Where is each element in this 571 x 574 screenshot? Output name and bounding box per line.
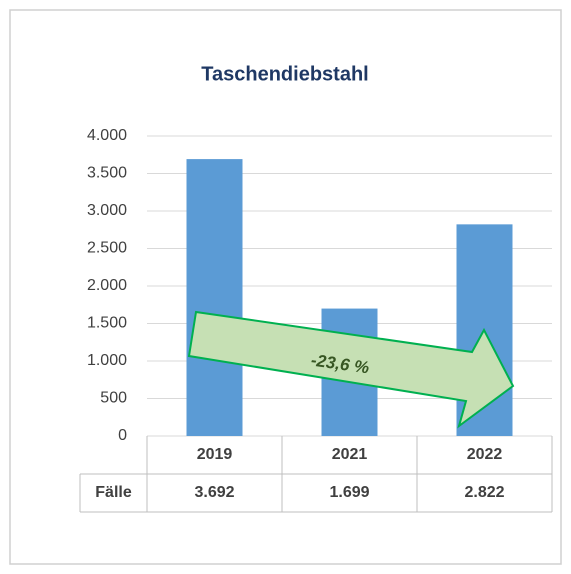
y-tick-label: 2.000: [87, 277, 127, 294]
bar: [186, 159, 243, 436]
y-tick-label: 1.500: [87, 315, 127, 332]
legend-label: Fälle: [95, 484, 132, 501]
y-tick-label: 2.500: [87, 240, 127, 257]
y-tick-label: 1.000: [87, 352, 127, 369]
y-tick-label: 3.500: [87, 165, 127, 182]
y-tick-label: 0: [118, 427, 127, 444]
x-tick-label: 2022: [467, 446, 503, 463]
data-label: 2.822: [464, 484, 504, 501]
data-label: 1.699: [329, 484, 369, 501]
data-label: 3.692: [194, 484, 234, 501]
y-tick-label: 4.000: [87, 127, 127, 144]
table-border: [79, 436, 553, 513]
chart-title: Taschendiebstahl: [201, 63, 368, 85]
y-tick-label: 500: [100, 390, 127, 407]
x-tick-label: 2019: [197, 446, 233, 463]
x-tick-label: 2021: [332, 446, 368, 463]
y-tick-label: 3.000: [87, 202, 127, 219]
trend-arrow: [187, 310, 515, 429]
